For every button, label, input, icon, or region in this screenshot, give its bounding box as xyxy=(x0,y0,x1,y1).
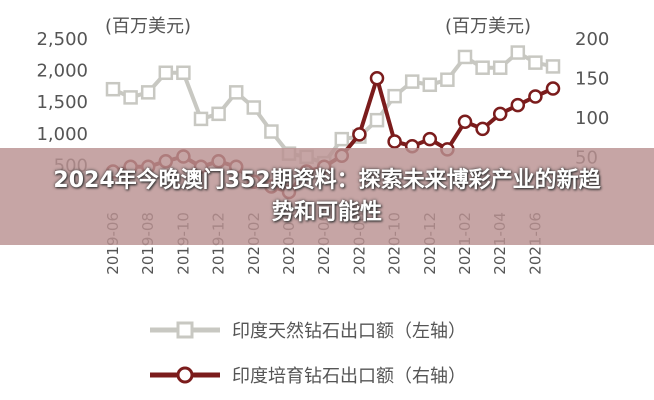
point xyxy=(369,112,385,128)
y2-tick-label: 200 xyxy=(575,29,609,50)
point xyxy=(176,65,191,81)
point xyxy=(158,65,174,81)
point xyxy=(246,100,262,115)
legend-marker xyxy=(176,321,194,339)
point xyxy=(545,59,561,74)
title-banner: 2024年今晚澳门352期资料：探索未来博彩产业的新趋势和可能性 xyxy=(0,148,654,245)
point xyxy=(140,85,156,100)
point xyxy=(475,60,490,75)
point xyxy=(352,127,367,142)
point xyxy=(387,88,402,104)
point xyxy=(264,124,279,139)
point xyxy=(387,134,402,149)
point xyxy=(422,77,438,93)
point xyxy=(528,55,543,70)
point xyxy=(404,74,420,89)
point xyxy=(440,72,455,87)
y2-tick-label: 100 xyxy=(575,108,609,129)
y2-axis-label: (百万美元) xyxy=(445,16,531,37)
point xyxy=(457,114,473,129)
point xyxy=(369,71,385,86)
y-tick-label: 1,000 xyxy=(36,124,88,145)
point xyxy=(528,89,543,104)
y-axis-label: (百万美元) xyxy=(105,16,191,37)
point xyxy=(334,131,350,147)
point xyxy=(457,49,473,65)
point xyxy=(422,131,438,147)
legend-marker xyxy=(176,366,194,384)
point xyxy=(492,60,508,75)
point xyxy=(105,81,121,97)
y-tick-label: 2,000 xyxy=(36,61,88,82)
point xyxy=(510,97,526,113)
point xyxy=(510,45,526,60)
y2-tick-label: 150 xyxy=(575,69,609,90)
point xyxy=(211,106,226,122)
point xyxy=(193,111,209,127)
legend-label: 印度天然钻石出口额（左轴） xyxy=(232,321,466,342)
point xyxy=(545,81,561,96)
point xyxy=(492,106,508,122)
point xyxy=(475,121,490,137)
title: 2024年今晚澳门352期资料：探索未来博彩产业的新趋势和可能性 xyxy=(53,167,601,225)
y-tick-label: 2,500 xyxy=(36,29,88,50)
point xyxy=(228,85,244,100)
y-tick-label: 1,500 xyxy=(36,92,88,113)
legend-label: 印度培育钻石出口额（右轴） xyxy=(232,366,466,387)
point xyxy=(123,90,138,105)
